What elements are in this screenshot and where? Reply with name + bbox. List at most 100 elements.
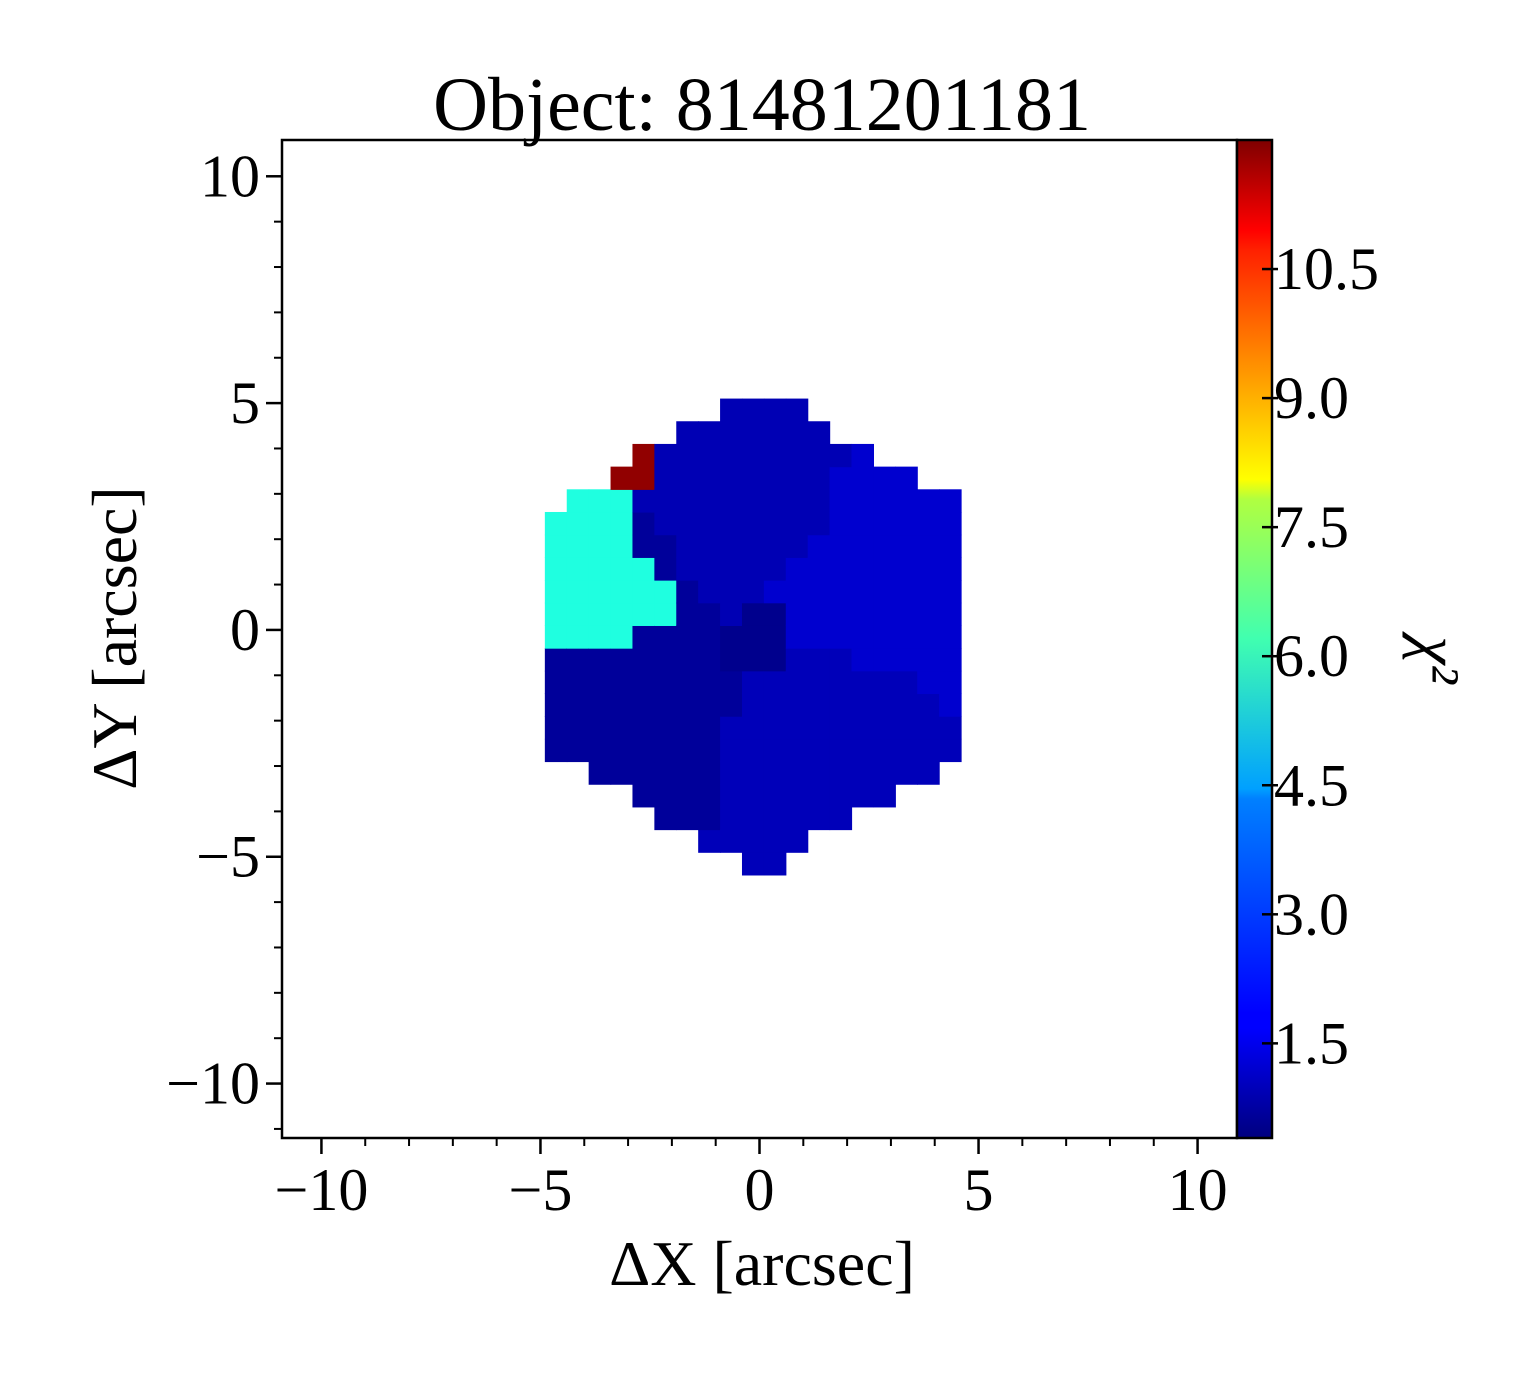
y-tick-label: −5: [196, 824, 260, 890]
map-pixel: [873, 738, 896, 763]
map-pixel: [917, 625, 940, 649]
map-pixel: [785, 806, 809, 831]
colorbar-axis: 1.5 3.0 4.5 6.0 7.5 9.0 10.5: [1262, 236, 1379, 1076]
map-pixel: [895, 557, 918, 581]
colorbar-tick-label: 7.5: [1274, 494, 1349, 560]
map-pixel: [851, 466, 874, 490]
map-pixel: [873, 648, 896, 672]
map-pixel: [829, 738, 853, 763]
map-pixel: [698, 580, 721, 604]
map-pixel: [851, 511, 874, 536]
y-tick-label: 0: [230, 597, 260, 663]
map-pixel: [654, 738, 677, 763]
map-pixel: [807, 625, 831, 649]
map-pixel: [939, 534, 962, 558]
map-pixel: [632, 784, 655, 808]
map-pixel: [763, 829, 787, 853]
map-pixel: [720, 625, 743, 649]
map-pixel: [566, 511, 590, 536]
map-pixel: [741, 602, 765, 626]
map-pixel: [763, 443, 787, 468]
map-pixel: [632, 534, 655, 558]
map-pixel: [720, 648, 743, 672]
map-pixel: [654, 761, 677, 785]
map-pixel: [741, 625, 765, 649]
map-pixel: [676, 693, 699, 717]
map-pixel: [807, 670, 831, 695]
map-pixel: [544, 625, 568, 649]
colorbar-tick-label: 1.5: [1274, 1010, 1349, 1076]
map-pixel: [610, 625, 634, 649]
colorbar-tick-label: 10.5: [1274, 236, 1379, 302]
map-pixel: [895, 489, 918, 513]
map-pixel: [741, 398, 765, 422]
map-pixel: [873, 693, 896, 717]
map-pixel: [698, 511, 721, 536]
map-pixel: [632, 443, 655, 468]
map-pixel: [851, 625, 874, 649]
map-pixel: [851, 784, 874, 808]
map-pixel: [939, 557, 962, 581]
map-pixel: [763, 534, 787, 558]
map-pixel: [763, 738, 787, 763]
map-pixel: [763, 580, 787, 604]
map-pixel: [807, 602, 831, 626]
map-pixel: [895, 670, 918, 695]
map-pixel: [676, 421, 699, 445]
map-pixel: [785, 829, 809, 853]
map-pixel: [741, 716, 765, 740]
map-pixel: [741, 648, 765, 672]
map-pixel: [588, 489, 612, 513]
map-pixel: [829, 466, 853, 490]
map-pixel: [851, 761, 874, 785]
map-pixel: [654, 489, 677, 513]
map-pixel: [741, 738, 765, 763]
map-pixel: [917, 693, 940, 717]
map-pixel: [676, 625, 699, 649]
map-pixel: [939, 511, 962, 536]
map-pixel: [873, 466, 896, 490]
map-pixel: [588, 738, 612, 763]
map-pixel: [698, 784, 721, 808]
x-tick-label: 5: [964, 1157, 994, 1223]
map-pixel: [544, 534, 568, 558]
map-pixel: [763, 489, 787, 513]
map-pixel: [676, 580, 699, 604]
map-pixel: [895, 761, 918, 785]
map-pixel: [763, 670, 787, 695]
map-pixel: [939, 716, 962, 740]
map-pixel: [676, 670, 699, 695]
map-pixel: [544, 648, 568, 672]
map-pixel: [610, 511, 634, 536]
map-pixel: [632, 511, 655, 536]
map-pixel: [720, 557, 743, 581]
map-pixel: [720, 534, 743, 558]
map-pixel: [610, 693, 634, 717]
x-tick-label: −10: [275, 1157, 369, 1223]
map-pixel: [939, 738, 962, 763]
map-pixel: [610, 534, 634, 558]
map-pixel: [588, 534, 612, 558]
map-pixel: [873, 716, 896, 740]
map-pixel: [544, 670, 568, 695]
map-pixel: [610, 738, 634, 763]
y-axis: −10 −5 0 5 10: [166, 143, 282, 1130]
map-pixel: [741, 693, 765, 717]
map-pixel: [785, 693, 809, 717]
map-pixel: [873, 534, 896, 558]
map-pixel: [785, 511, 809, 536]
map-pixel: [588, 511, 612, 536]
map-pixel: [829, 557, 853, 581]
map-pixel: [544, 602, 568, 626]
map-pixel: [698, 806, 721, 831]
map-pixel: [829, 625, 853, 649]
map-pixel: [763, 761, 787, 785]
map-pixel: [654, 534, 677, 558]
map-pixel: [720, 670, 743, 695]
map-pixel: [654, 716, 677, 740]
map-pixel: [588, 693, 612, 717]
map-pixel: [807, 784, 831, 808]
map-pixel: [544, 511, 568, 536]
map-pixel: [851, 580, 874, 604]
map-pixel: [851, 489, 874, 513]
